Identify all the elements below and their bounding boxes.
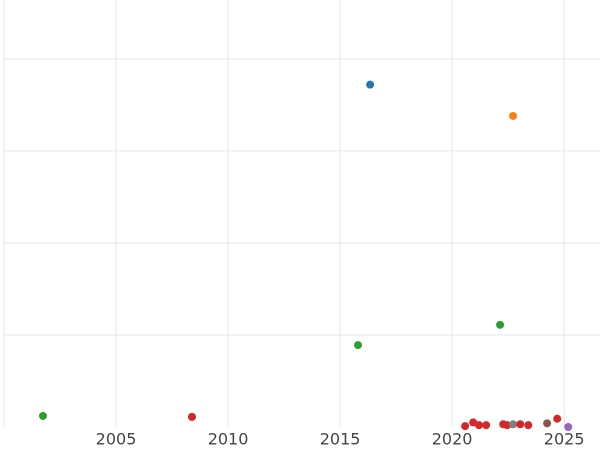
point <box>509 111 518 120</box>
point <box>509 420 518 429</box>
point <box>496 320 505 329</box>
point <box>187 412 196 421</box>
x-tick-label: 2025 <box>544 430 585 449</box>
x-tick-label: 2015 <box>320 430 361 449</box>
x-tick-label: 2005 <box>96 430 137 449</box>
point <box>543 419 552 428</box>
point <box>482 421 491 430</box>
point <box>553 414 562 423</box>
x-tick-label: 2020 <box>432 430 473 449</box>
point <box>475 421 484 430</box>
point <box>366 80 375 89</box>
point <box>564 423 573 431</box>
point <box>524 421 533 430</box>
point <box>354 341 363 350</box>
point <box>38 411 47 420</box>
point <box>516 420 525 429</box>
x-tick-label: 2010 <box>208 430 249 449</box>
point <box>461 422 470 431</box>
